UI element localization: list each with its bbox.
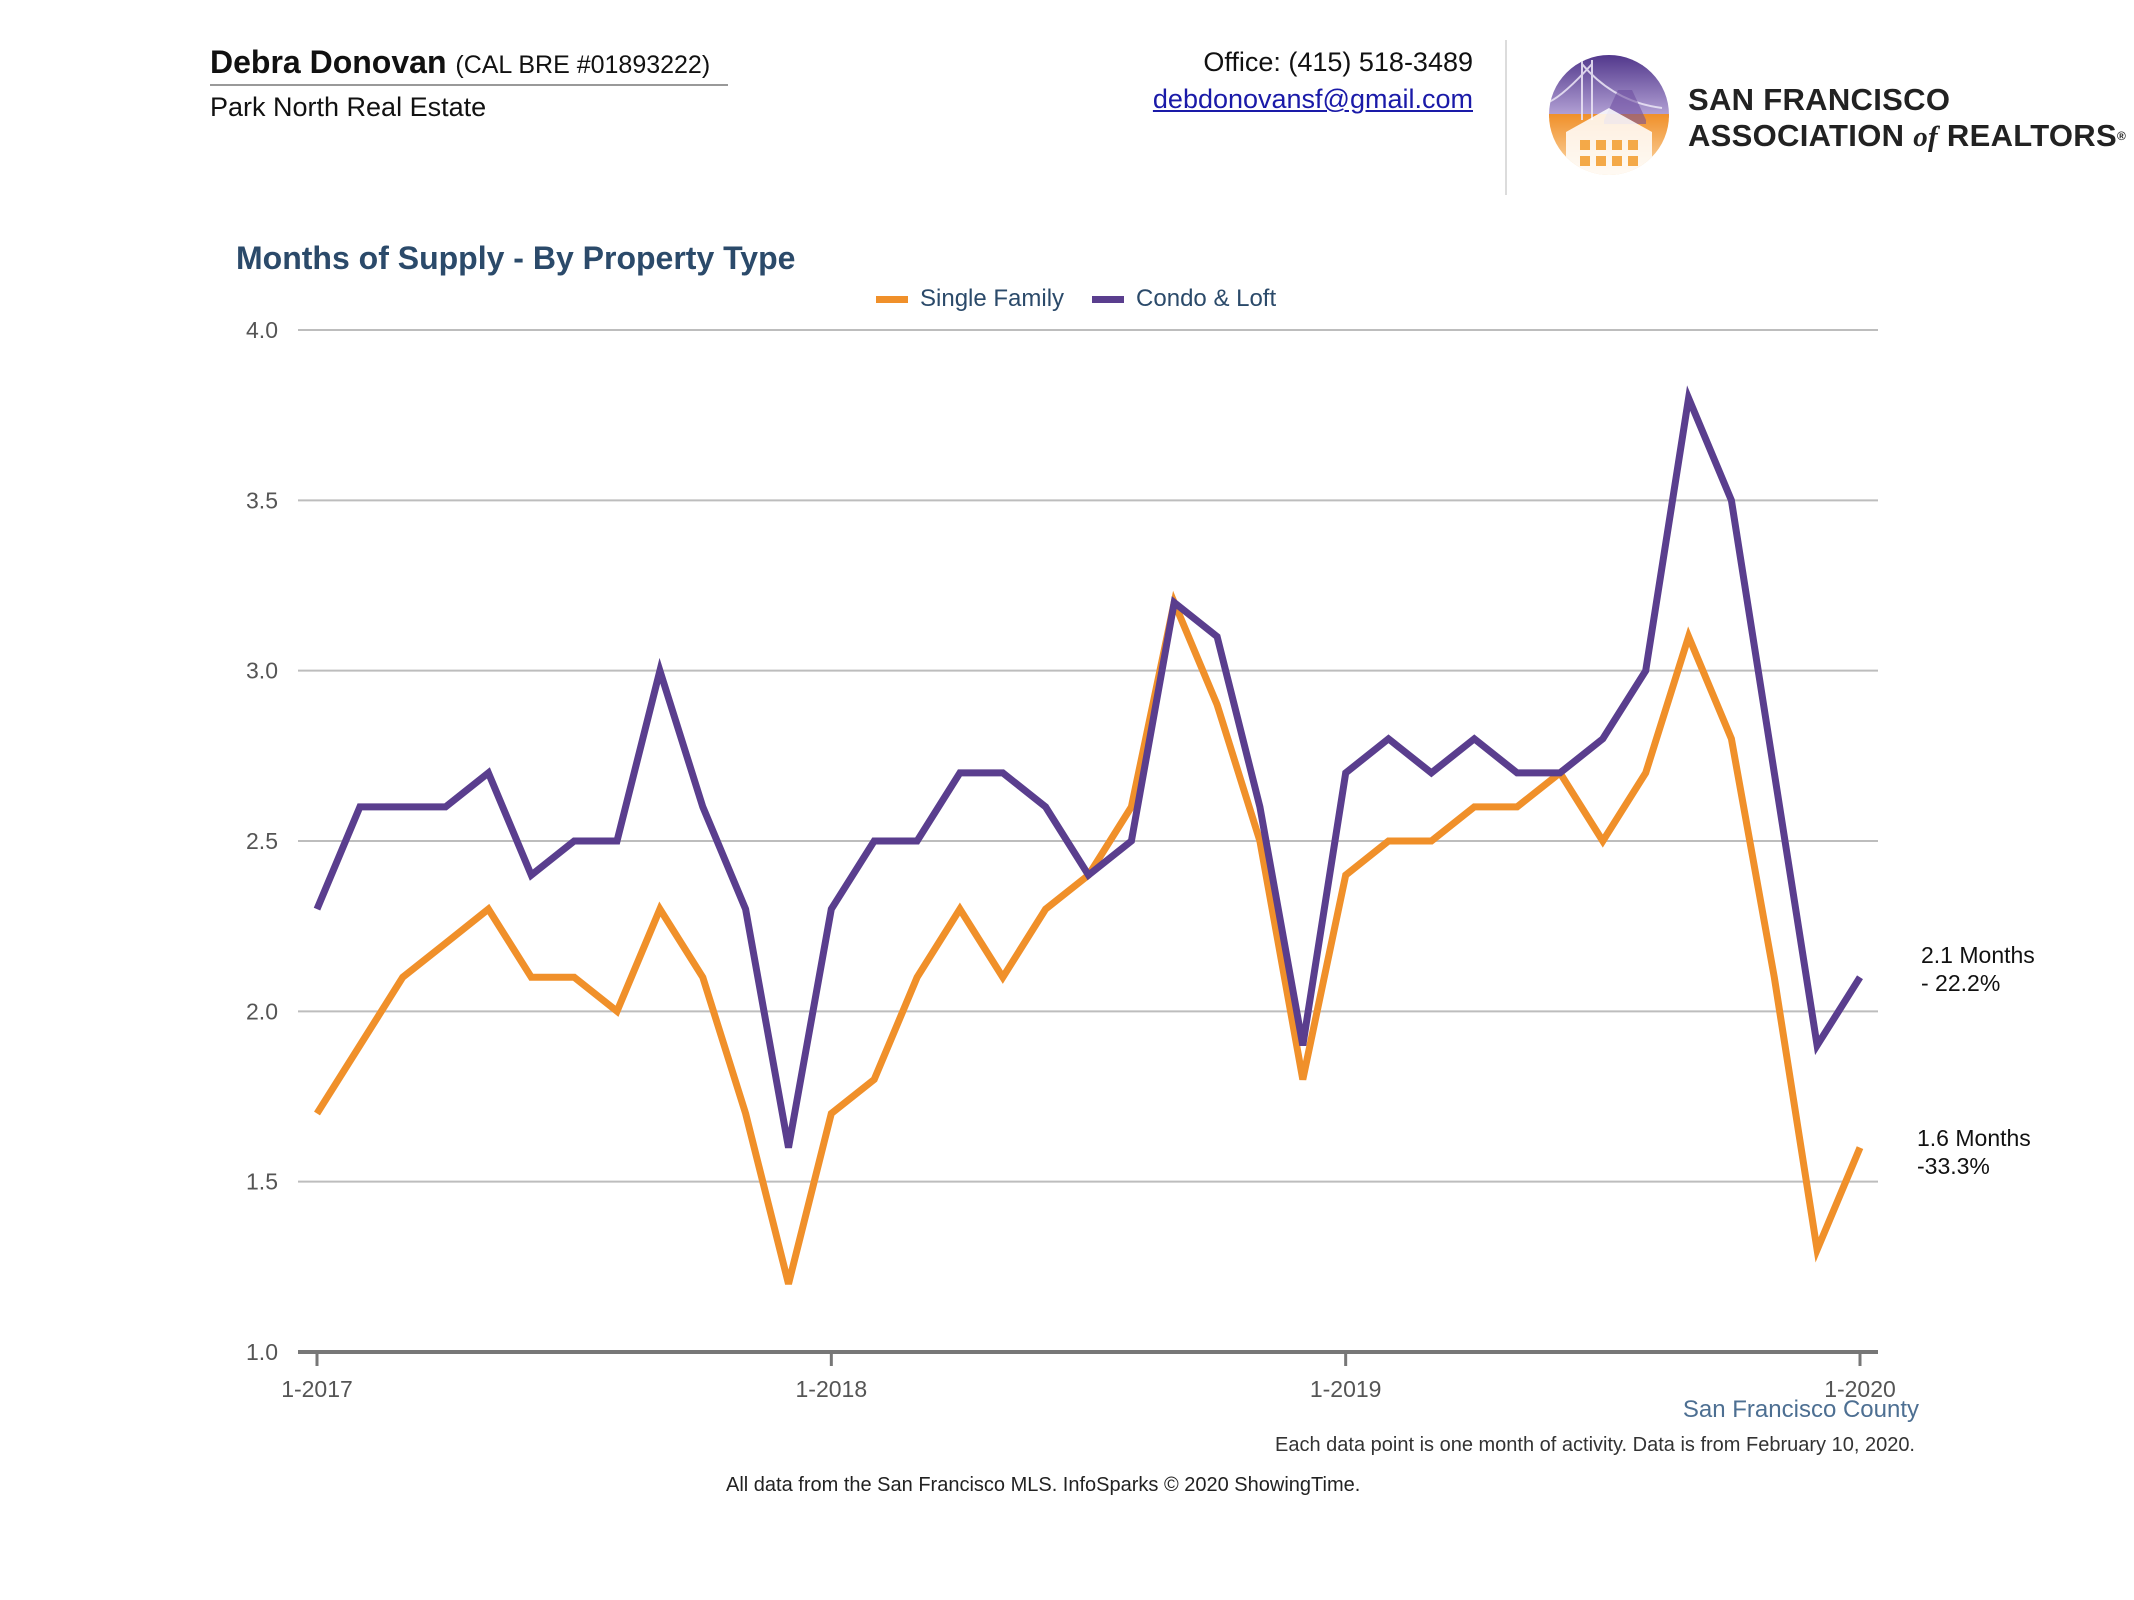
email-link[interactable]: debdonovansf@gmail.com xyxy=(1152,84,1473,114)
legend-swatch-condo-loft xyxy=(1092,295,1125,303)
data-note: Each data point is one month of activity… xyxy=(1275,1434,1915,1456)
logo-of: of xyxy=(1913,121,1938,153)
logo-line-2: ASSOCIATION of REALTORS® xyxy=(1688,118,2126,155)
series-line-condo-loft xyxy=(313,385,1863,1149)
y-tick-label: 1.5 xyxy=(246,1169,278,1195)
chart-legend: Single Family Condo & Loft xyxy=(876,285,1304,313)
x-tick-label: 1-2017 xyxy=(281,1376,353,1402)
end-label-single-family: 1.6 Months -33.3% xyxy=(1917,1124,2031,1180)
agent-company: Park North Real Estate xyxy=(210,92,487,122)
sfar-logo-text: SAN FRANCISCO ASSOCIATION of REALTORS® xyxy=(1688,82,2126,155)
end-label-condo-change: - 22.2% xyxy=(1921,970,2001,996)
legend-swatch-single-family xyxy=(876,295,908,303)
agent-name: Debra Donovan (CAL BRE #01893222) xyxy=(210,44,710,81)
y-tick-label: 4.0 xyxy=(246,317,278,343)
x-tick-label: 1-2018 xyxy=(796,1376,868,1402)
x-tick-label: 1-2020 xyxy=(1824,1376,1896,1402)
y-tick-label: 1.0 xyxy=(246,1339,278,1365)
legend-label-condo-loft: Condo & Loft xyxy=(1136,285,1277,312)
end-label-sf-value: 1.6 Months xyxy=(1917,1125,2031,1151)
agent-name-text: Debra Donovan xyxy=(210,44,447,80)
y-tick-label: 3.0 xyxy=(246,658,278,684)
logo-association: ASSOCIATION xyxy=(1688,118,1905,153)
y-tick-label: 2.5 xyxy=(246,828,278,854)
y-tick-label: 3.5 xyxy=(246,487,278,513)
header-divider xyxy=(1505,40,1507,195)
office-phone: Office: (415) 518-3489 xyxy=(1203,47,1473,77)
end-label-sf-change: -33.3% xyxy=(1917,1153,1990,1179)
agent-license: (CAL BRE #01893222) xyxy=(455,51,711,79)
legend-item-single-family: Single Family xyxy=(876,285,1064,313)
logo-realtors: REALTORS xyxy=(1946,118,2117,153)
agent-divider xyxy=(210,84,728,86)
x-tick-label: 1-2019 xyxy=(1310,1376,1382,1402)
end-label-condo-value: 2.1 Months xyxy=(1921,942,2035,968)
sfar-logo-icon xyxy=(1549,55,1669,175)
end-label-condo-loft: 2.1 Months - 22.2% xyxy=(1921,941,2035,997)
y-tick-label: 2.0 xyxy=(246,998,278,1024)
logo-registered: ® xyxy=(2116,129,2127,143)
legend-item-condo-loft: Condo & Loft xyxy=(1092,285,1276,313)
chart-title: Months of Supply - By Property Type xyxy=(236,240,796,276)
region-label: San Francisco County xyxy=(1682,1396,1919,1423)
source-credit: All data from the San Francisco MLS. Inf… xyxy=(726,1474,1361,1496)
legend-label-single-family: Single Family xyxy=(920,285,1065,312)
logo-line-1: SAN FRANCISCO xyxy=(1688,82,1951,117)
